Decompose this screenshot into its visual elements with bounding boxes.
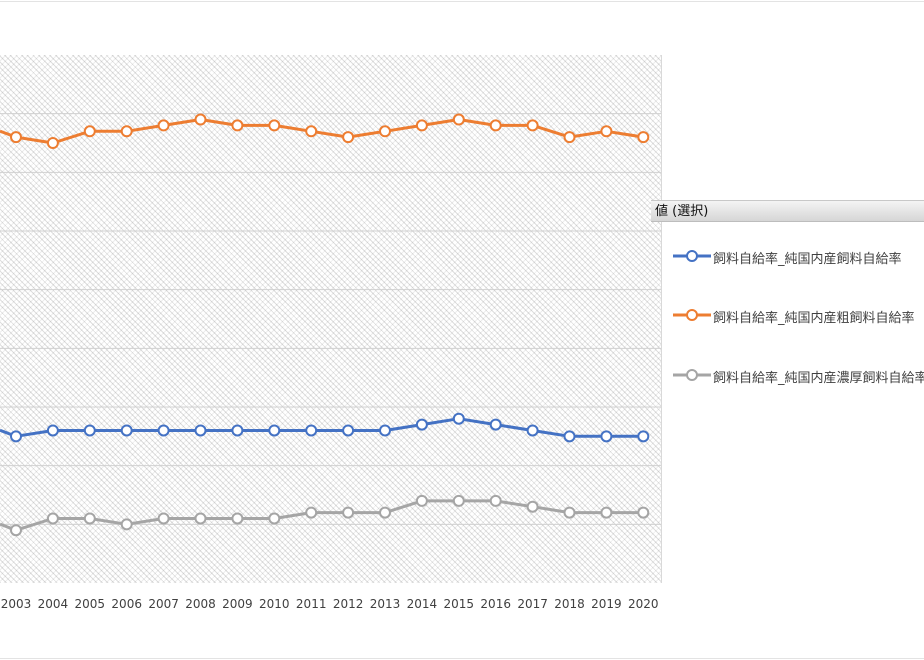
x-tick-label: 2008 [185,597,216,611]
data-point[interactable] [231,424,244,437]
x-tick-label: 2018 [554,597,585,611]
data-point[interactable] [600,125,613,138]
data-point[interactable] [563,506,576,519]
data-point[interactable] [194,512,207,525]
x-tick-label: 2009 [222,597,253,611]
data-point[interactable] [194,113,207,126]
data-point[interactable] [489,494,502,507]
x-tick-label: 2012 [333,597,364,611]
data-point[interactable] [415,119,428,132]
x-tick-label: 2019 [591,597,622,611]
legend-line-marker-icon [673,309,711,321]
x-tick-label: 2006 [111,597,142,611]
series-line-1 [15,417,644,438]
data-point[interactable] [342,506,355,519]
data-point[interactable] [526,424,539,437]
x-tick-label: 2013 [370,597,401,611]
data-point[interactable] [305,424,318,437]
data-point[interactable] [120,125,133,138]
data-point[interactable] [526,119,539,132]
data-point[interactable] [268,119,281,132]
data-point[interactable] [526,500,539,513]
legend-line-marker-icon [673,250,711,262]
data-point[interactable] [637,430,650,443]
data-point[interactable] [637,131,650,144]
bottom-border [0,658,924,659]
legend-title: 値 (選択) [651,200,924,222]
data-point[interactable] [415,418,428,431]
data-point[interactable] [10,524,22,537]
legend-item-series-3[interactable]: 飼料自給率_純国内産濃厚飼料自給率 [673,366,924,386]
data-point[interactable] [194,424,207,437]
legend-item-series-1[interactable]: 飼料自給率_純国内産飼料自給率 [673,247,924,267]
data-point[interactable] [305,125,318,138]
data-point[interactable] [563,430,576,443]
data-point[interactable] [157,512,170,525]
x-tick-label: 2003 [1,597,32,611]
plot-area [0,55,662,583]
data-point[interactable] [600,430,613,443]
x-tick-label: 2020 [628,597,659,611]
series-line-3 [15,499,644,532]
data-point[interactable] [268,424,281,437]
data-point[interactable] [83,125,96,138]
data-point[interactable] [379,506,391,519]
legend-label: 飼料自給率_純国内産粗飼料自給率 [713,311,915,326]
data-point[interactable] [157,119,170,132]
x-tick-label: 2015 [444,597,475,611]
x-tick-label: 2010 [259,597,290,611]
data-point[interactable] [46,512,59,525]
data-point[interactable] [379,424,391,437]
series-line-2 [15,118,644,145]
x-tick-label: 2007 [148,597,179,611]
legend: 値 (選択) 飼料自給率_純国内産飼料自給率 飼料自給率_純国内産粗飼料自給率 … [651,200,924,420]
data-point[interactable] [379,125,391,138]
data-point[interactable] [563,131,576,144]
x-tick-label: 2004 [38,597,69,611]
x-tick-label: 2011 [296,597,327,611]
data-point[interactable] [46,137,59,149]
data-point[interactable] [231,119,244,132]
data-point[interactable] [637,506,650,519]
top-border [0,1,924,2]
data-point[interactable] [305,506,318,519]
data-point[interactable] [489,119,502,132]
data-point[interactable] [452,494,465,507]
data-point[interactable] [83,424,96,437]
x-tick-label: 2016 [480,597,511,611]
data-point[interactable] [231,512,244,525]
data-point[interactable] [120,424,133,437]
data-point[interactable] [489,418,502,431]
data-point[interactable] [157,424,170,437]
data-point[interactable] [268,512,281,525]
data-point[interactable] [452,412,465,425]
data-point[interactable] [120,518,133,531]
data-point[interactable] [342,131,355,144]
data-point[interactable] [46,424,59,437]
data-point[interactable] [10,430,22,443]
x-tick-label: 2017 [517,597,548,611]
x-tick-label: 2005 [75,597,106,611]
legend-item-series-2[interactable]: 飼料自給率_純国内産粗飼料自給率 [673,306,924,326]
legend-label: 飼料自給率_純国内産飼料自給率 [713,252,902,267]
data-point[interactable] [452,113,465,126]
data-point[interactable] [600,506,613,519]
x-tick-label: 2014 [407,597,438,611]
legend-label: 飼料自給率_純国内産濃厚飼料自給率 [713,371,924,386]
data-point[interactable] [342,424,355,437]
data-point[interactable] [83,512,96,525]
data-point[interactable] [10,131,22,144]
data-point[interactable] [415,494,428,507]
legend-line-marker-icon [673,369,711,381]
